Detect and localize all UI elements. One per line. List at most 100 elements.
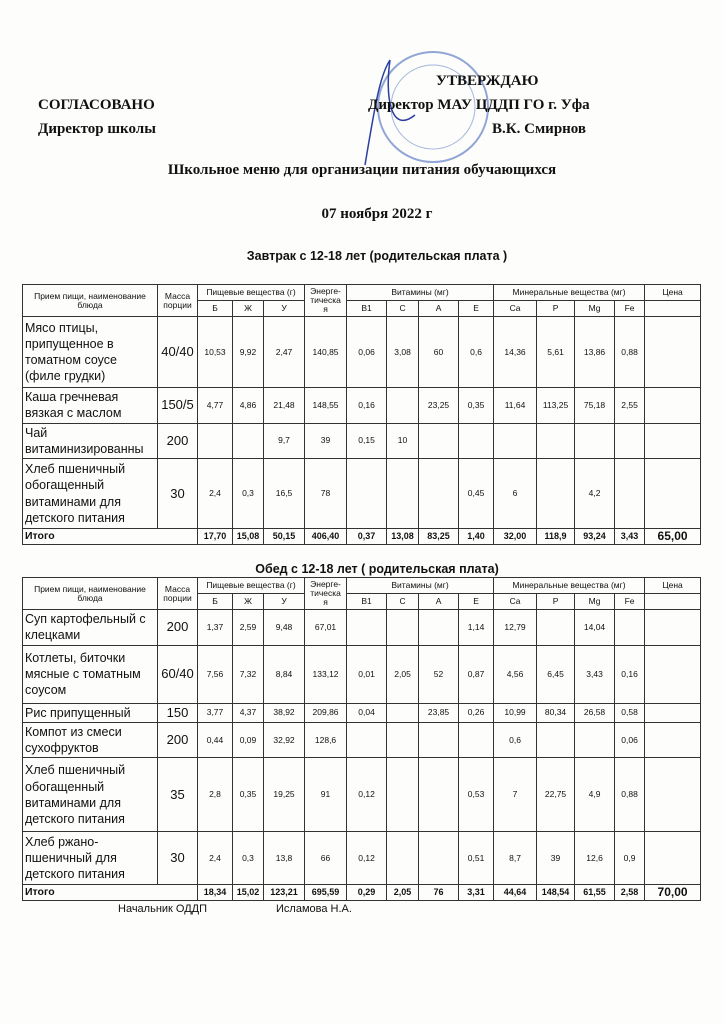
table-row: Рис припущенный 150 3,77 4,37 38,92 209,86 0,0… (22, 702, 702, 723)
value-cell (614, 422, 646, 459)
value-cell (232, 422, 264, 459)
value-cell: 0,3 (232, 831, 264, 886)
price-cell (644, 644, 702, 704)
col-header-e: E (458, 593, 495, 610)
value-cell (418, 721, 460, 759)
value-cell: 2,4 (197, 831, 233, 886)
value-cell: 10 (386, 422, 420, 459)
value-cell: 0,51 (458, 831, 495, 886)
value-cell: 7,32 (232, 644, 264, 704)
value-cell (536, 422, 576, 459)
value-cell: 60 (418, 316, 460, 388)
approval-stamp (364, 51, 489, 166)
col-header-vitamins: Витамины (мг) (346, 284, 495, 301)
value-cell: 7,56 (197, 644, 233, 704)
col-header-minerals: Минеральные вещества (мг) (493, 577, 646, 594)
value-cell (346, 458, 388, 529)
price-cell (644, 831, 702, 886)
value-cell: 0,35 (232, 757, 264, 833)
table-row: Компот из смеси сухофруктов 200 0,44 0,09 32… (22, 721, 702, 759)
value-cell: 13,8 (262, 831, 306, 886)
value-cell: 2,59 (232, 609, 264, 646)
approved-label: УТВЕРЖДАЮ (436, 73, 539, 89)
price-cell (644, 458, 702, 529)
dish-name: Чай витаминизированны (22, 422, 158, 459)
value-cell: 0,01 (346, 644, 388, 704)
value-cell: 22,75 (536, 757, 576, 833)
col-header-ж: Ж (232, 593, 264, 610)
value-cell: 75,18 (574, 387, 616, 424)
document-date: 07 ноября 2022 г (321, 206, 433, 222)
value-cell: 0,9 (614, 831, 646, 886)
value-cell: 7 (493, 757, 538, 833)
total-value: 44,64 (493, 884, 538, 902)
col-header-б: Б (197, 593, 233, 610)
value-cell: 0,44 (197, 721, 233, 759)
dish-name: Хлеб пшеничный обогащенный витаминами дл… (22, 757, 158, 833)
value-cell: 0,15 (346, 422, 388, 459)
dish-name: Хлеб ржано-пшеничный для детского питани… (22, 831, 158, 886)
value-cell: 0,06 (614, 721, 646, 759)
value-cell: 91 (304, 757, 348, 833)
value-cell (493, 422, 538, 459)
value-cell: 19,25 (262, 757, 306, 833)
col-header-price-blank (644, 300, 702, 317)
total-value: 93,24 (574, 528, 616, 545)
table-row: Суп картофельный с клецками 200 1,37 2,59 9,… (22, 609, 702, 646)
total-value: 83,25 (418, 528, 460, 545)
dish-name: Каша гречневая вязкая с маслом (22, 387, 158, 424)
table-row: Каша гречневая вязкая с маслом 150/5 4,77 4… (22, 387, 702, 424)
total-value: 118,9 (536, 528, 576, 545)
value-cell: 4,37 (232, 702, 264, 723)
value-cell (418, 422, 460, 459)
col-header-b1: B1 (346, 593, 388, 610)
total-value: 3,31 (458, 884, 495, 902)
total-label: Итого (22, 528, 198, 545)
portion-mass: 200 (157, 609, 198, 646)
col-header-б: Б (197, 300, 233, 317)
value-cell: 0,53 (458, 757, 495, 833)
total-value: 50,15 (262, 528, 306, 545)
col-header-energy: Энерге-тическа я (304, 284, 348, 317)
total-label: Итого (22, 884, 198, 902)
value-cell: 0,04 (346, 702, 388, 723)
value-cell (346, 609, 388, 646)
value-cell: 4,86 (232, 387, 264, 424)
value-cell (386, 831, 420, 886)
value-cell (574, 721, 616, 759)
dish-name: Мясо птицы, припущенное в томатном соусе… (22, 316, 158, 388)
value-cell: 1,37 (197, 609, 233, 646)
value-cell (458, 422, 495, 459)
value-cell (386, 387, 420, 424)
value-cell: 5,61 (536, 316, 576, 388)
col-header-energy: Энерге-тическа я (304, 577, 348, 610)
value-cell: 0,06 (346, 316, 388, 388)
dish-name: Компот из смеси сухофруктов (22, 721, 158, 759)
value-cell: 113,25 (536, 387, 576, 424)
value-cell: 23,85 (418, 702, 460, 723)
total-value: 13,08 (386, 528, 420, 545)
value-cell: 0,35 (458, 387, 495, 424)
total-value: 3,43 (614, 528, 646, 545)
portion-mass: 200 (157, 422, 198, 459)
value-cell: 78 (304, 458, 348, 529)
col-header-c: C (386, 300, 420, 317)
value-cell: 0,6 (458, 316, 495, 388)
price-cell (644, 316, 702, 388)
col-header-fe: Fe (614, 300, 646, 317)
value-cell: 10,53 (197, 316, 233, 388)
value-cell: 0,3 (232, 458, 264, 529)
value-cell: 9,48 (262, 609, 306, 646)
total-value: 61,55 (574, 884, 616, 902)
value-cell: 0,58 (614, 702, 646, 723)
value-cell: 0,88 (614, 757, 646, 833)
col-header-e: E (458, 300, 495, 317)
col-header-nutrients: Пищевые вещества (г) (196, 284, 306, 301)
price-cell (644, 609, 702, 646)
value-cell: 0,45 (458, 458, 495, 529)
total-value: 2,58 (614, 884, 646, 902)
total-value: 15,08 (232, 528, 264, 545)
value-cell (386, 757, 420, 833)
value-cell: 9,7 (262, 422, 306, 459)
value-cell: 2,05 (386, 644, 420, 704)
